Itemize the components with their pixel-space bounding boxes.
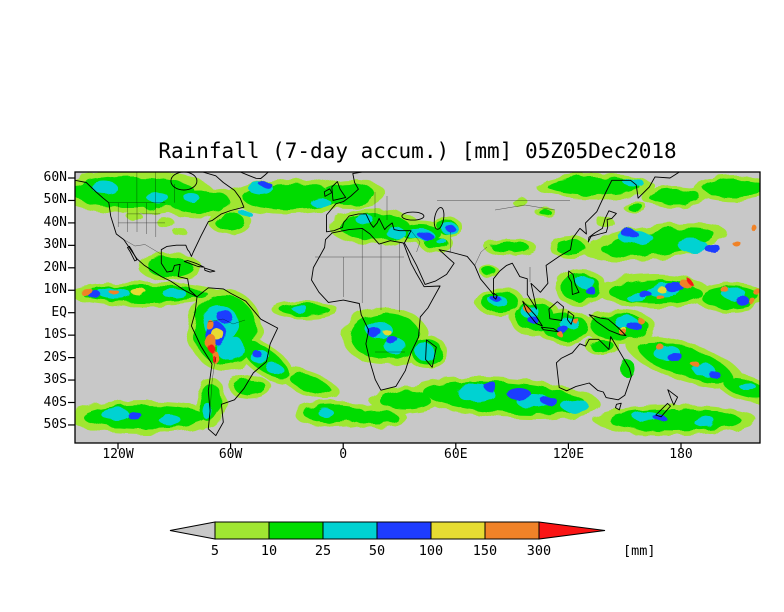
ireland-outline bbox=[323, 188, 333, 197]
hudson-bay-outline bbox=[170, 172, 198, 191]
new-zealand-north-outline bbox=[667, 389, 679, 406]
colorbar-above-arrow bbox=[538, 521, 606, 540]
australia-outline bbox=[555, 336, 632, 401]
hispaniola-outline bbox=[204, 267, 216, 273]
black-sea-outline bbox=[401, 211, 425, 221]
y-tick-label: 20N bbox=[43, 259, 67, 275]
y-tick-label: 50N bbox=[43, 192, 67, 208]
coastlines bbox=[75, 172, 680, 437]
cuba-outline bbox=[183, 260, 205, 268]
colorbar-tick-label: 25 bbox=[315, 543, 331, 559]
colorbar-unit-label: [mm] bbox=[623, 543, 656, 559]
chart-title: Rainfall (7-day accum.) [mm] 05Z05Dec201… bbox=[158, 139, 677, 163]
colorbar-tick-label: 10 bbox=[261, 543, 277, 559]
y-tick-label: 50S bbox=[43, 416, 67, 432]
colorbar-segment bbox=[484, 521, 540, 540]
eurasia-outline bbox=[326, 172, 680, 310]
world-rainfall-map bbox=[68, 171, 761, 449]
y-tick-label: 10S bbox=[43, 327, 67, 343]
colorbar-segment bbox=[322, 521, 378, 540]
greenland-outline bbox=[239, 172, 269, 179]
x-tick-label: 60E bbox=[444, 447, 468, 462]
x-tick-label: 120W bbox=[102, 447, 134, 462]
new-guinea-outline bbox=[588, 314, 627, 336]
colorbar-tick-label: 300 bbox=[527, 543, 551, 559]
colorbar-below-arrow bbox=[169, 521, 216, 540]
madagascar-outline bbox=[425, 339, 437, 368]
latitude-axis: 60N 50N 40N 30N 20N 10N EQ 10S 20S 30S 40S 50S bbox=[0, 170, 71, 443]
south-america-outline bbox=[190, 287, 279, 437]
x-tick-label: 180 bbox=[669, 447, 693, 462]
colorbar-segment bbox=[430, 521, 486, 540]
sumatra-outline bbox=[522, 300, 543, 327]
y-tick-label: 20S bbox=[43, 349, 67, 365]
y-tick-label: 30S bbox=[43, 372, 67, 388]
new-zealand-south-outline bbox=[655, 402, 671, 418]
colorbar-legend: 5 10 25 50 100 150 300 [mm] bbox=[169, 521, 656, 559]
colorbar-segment bbox=[214, 521, 270, 540]
colorbar-segment bbox=[376, 521, 432, 540]
y-tick-label: 60N bbox=[43, 170, 67, 185]
y-tick-label: 40N bbox=[43, 214, 67, 230]
colorbar-tick-label: 50 bbox=[369, 543, 385, 559]
y-tick-label: EQ bbox=[51, 304, 67, 320]
philippines-outline bbox=[567, 270, 580, 295]
borneo-outline bbox=[548, 301, 564, 321]
longitude-axis: 120W 60W 0 60E 120E 180 bbox=[75, 445, 760, 463]
africa-outline bbox=[311, 227, 441, 391]
y-tick-label: 40S bbox=[43, 394, 67, 410]
x-tick-label: 120E bbox=[552, 447, 585, 462]
britain-outline bbox=[331, 181, 347, 201]
tasmania-outline bbox=[615, 402, 622, 411]
baja-outline bbox=[127, 245, 138, 262]
y-tick-label: 30N bbox=[43, 237, 67, 253]
map-frame bbox=[74, 171, 761, 444]
caspian-sea-outline bbox=[433, 207, 445, 230]
axis-ticks bbox=[68, 177, 682, 449]
north-america-outline bbox=[75, 172, 245, 298]
x-tick-label: 0 bbox=[339, 447, 348, 462]
colorbar-tick-label: 150 bbox=[473, 543, 497, 559]
colorbar-tick-label: 100 bbox=[419, 543, 443, 559]
country-borders bbox=[108, 172, 570, 412]
sri-lanka-outline bbox=[492, 292, 498, 300]
x-tick-label: 60W bbox=[218, 447, 243, 462]
y-tick-label: 10N bbox=[43, 282, 67, 298]
java-outline bbox=[540, 326, 559, 333]
colorbar-tick-label: 5 bbox=[211, 543, 219, 559]
sulawesi-outline bbox=[566, 310, 575, 325]
colorbar-segment bbox=[268, 521, 324, 540]
japan-outline bbox=[587, 210, 617, 243]
